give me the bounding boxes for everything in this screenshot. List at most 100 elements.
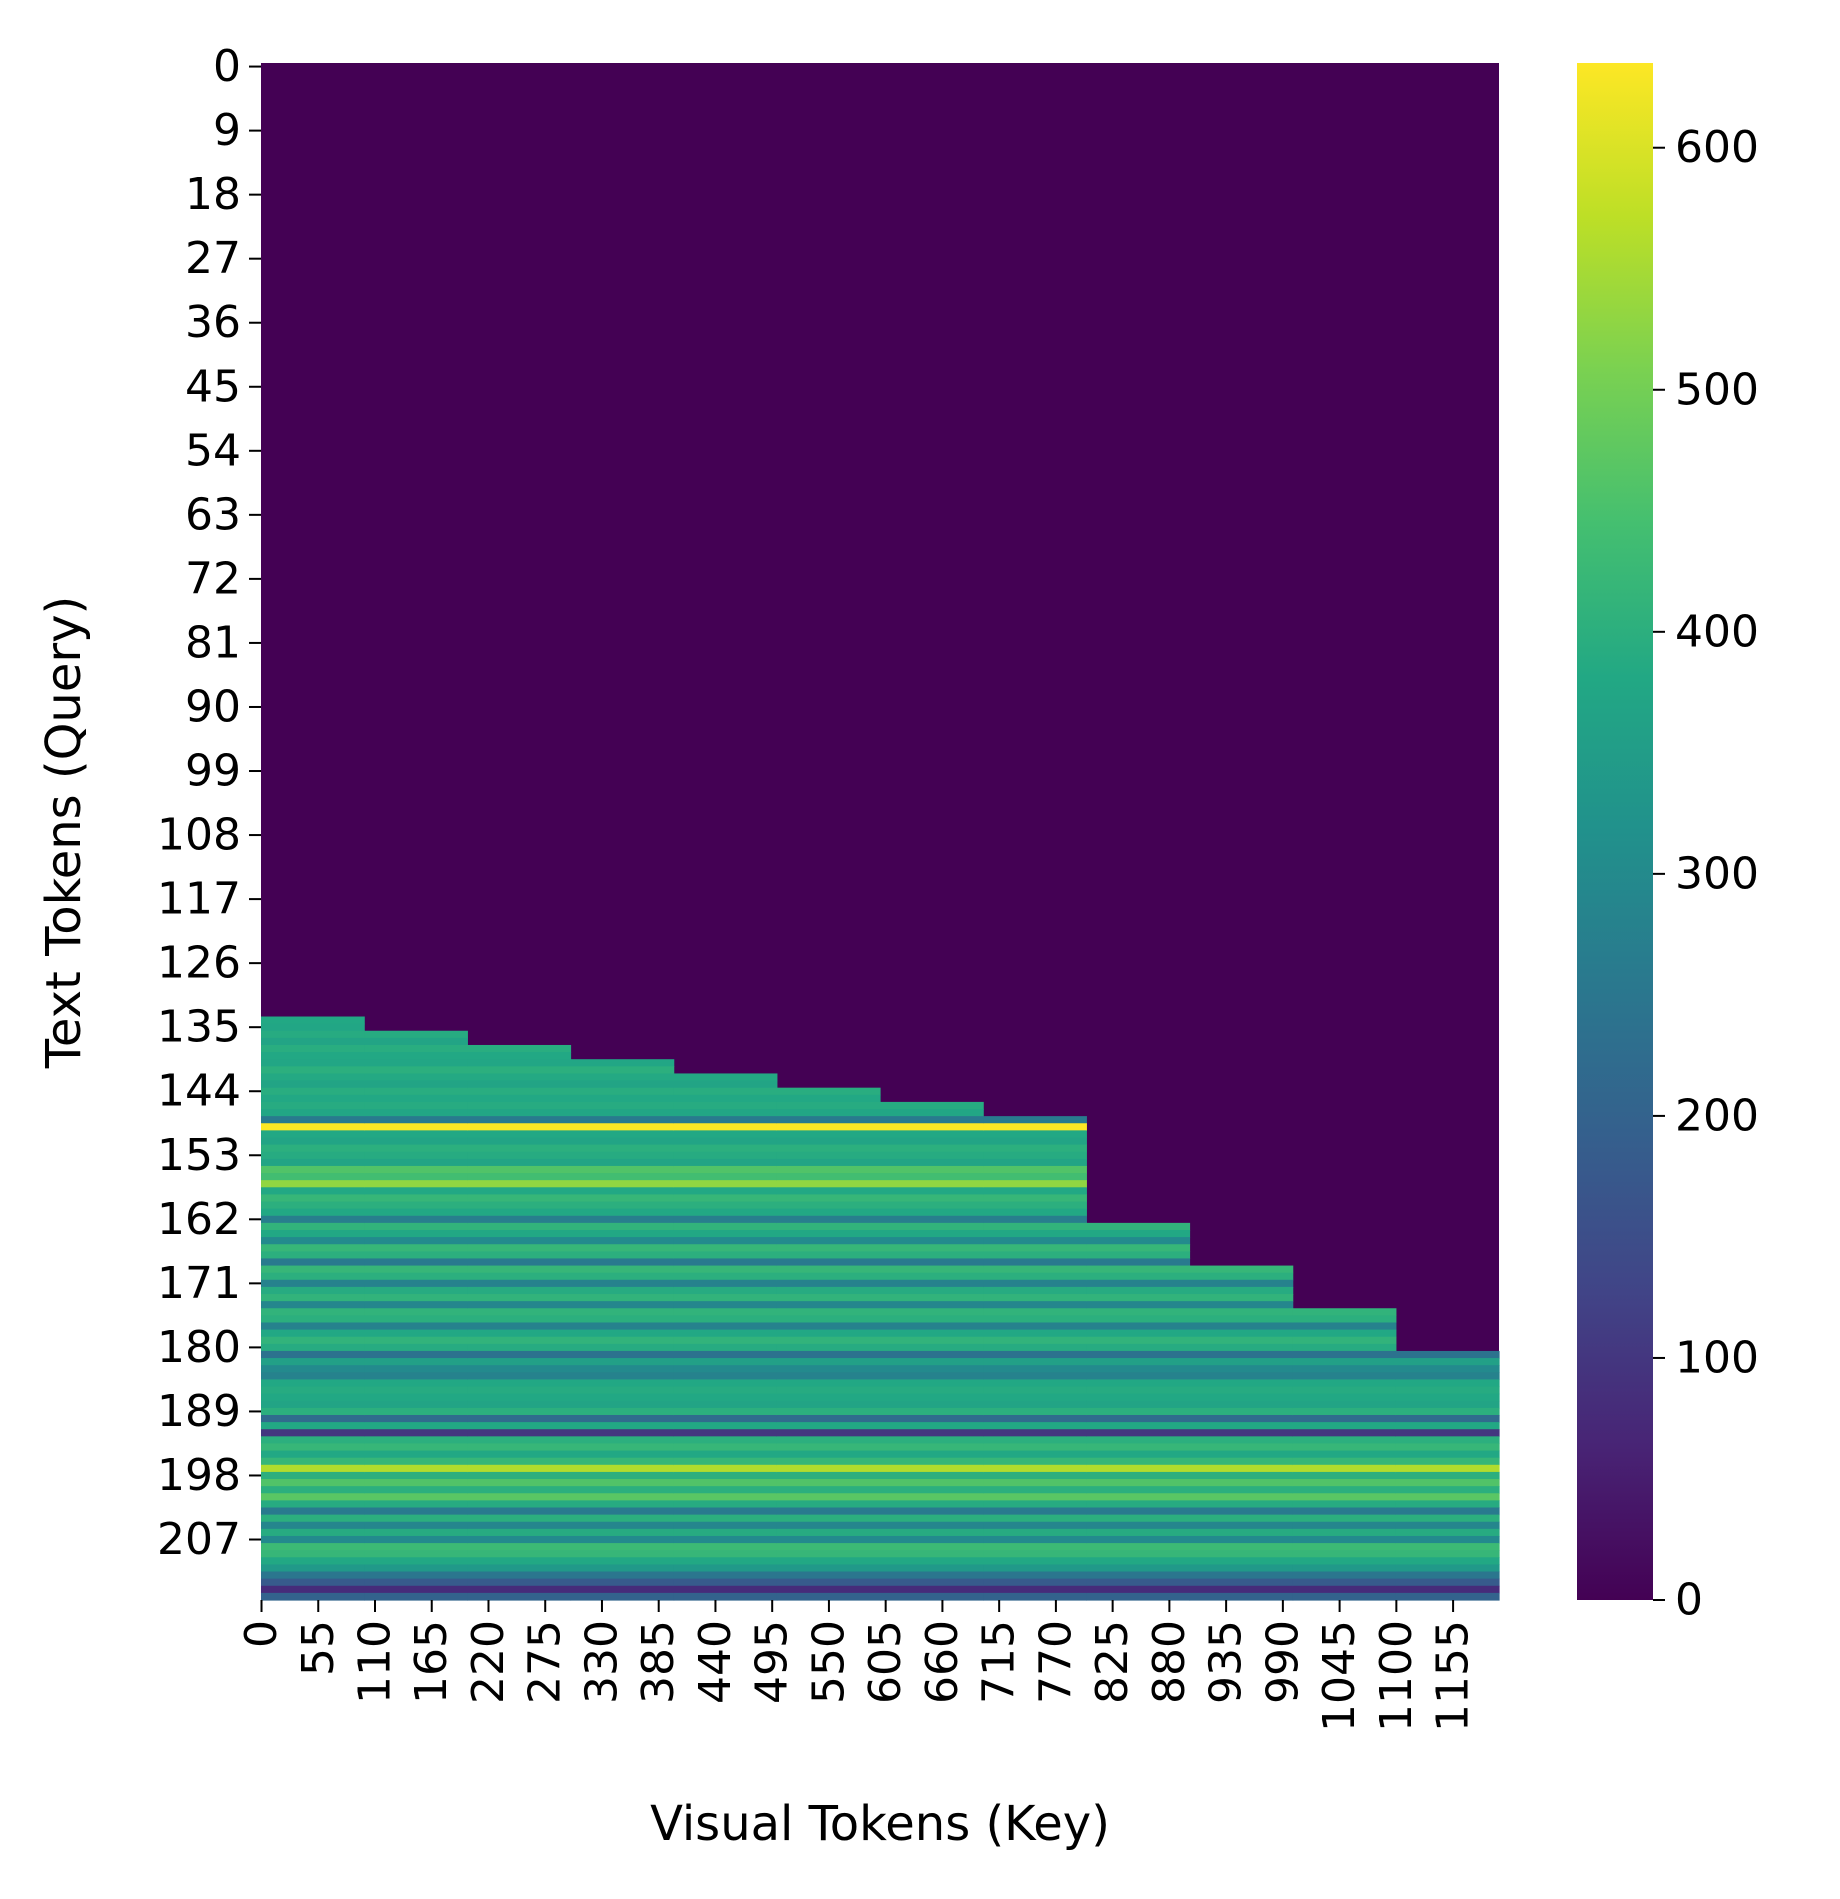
heatmap-cell [983,1308,1087,1316]
heatmap-cell [1292,1372,1397,1381]
heatmap-cell [570,1414,675,1423]
heatmap-cell [364,1343,468,1352]
heatmap-cell [261,1350,365,1359]
heatmap-cell [570,1116,675,1124]
heatmap-cell [673,1372,778,1381]
heatmap-cell [261,1564,365,1573]
heatmap-cell [1292,1486,1397,1494]
heatmap-cell [261,1151,365,1160]
heatmap-cell [364,1258,468,1267]
heatmap-cell [880,1400,984,1409]
heatmap-cell [1292,1393,1397,1402]
heatmap-cell [880,1137,984,1146]
heatmap-cell [673,1251,778,1260]
heatmap-cell [1086,1543,1191,1551]
heatmap-cell [880,1471,984,1480]
heatmap-cell [880,1592,984,1601]
heatmap-cell [1189,1407,1294,1416]
y-tick-label: 117 [157,874,241,925]
heatmap-cell [776,1094,881,1103]
heatmap-cell [1292,1578,1397,1587]
heatmap-cell [776,1528,881,1537]
heatmap-cell [1189,1486,1294,1494]
heatmap-cell [261,1229,365,1238]
heatmap-cell [364,1201,468,1210]
x-axis-label: Visual Tokens (Key) [650,1796,1110,1852]
heatmap-cell [1086,1557,1191,1566]
heatmap-cell [673,1222,778,1231]
heatmap-cell [1189,1557,1294,1566]
heatmap-cell [261,1208,365,1217]
heatmap-cell [673,1493,778,1501]
heatmap-cell [1292,1379,1397,1388]
heatmap-cell [261,1422,365,1430]
heatmap-cell [364,1464,468,1473]
heatmap-cell [776,1557,881,1566]
heatmap-cell [1395,1493,1500,1501]
heatmap-cell [983,1592,1087,1601]
heatmap-cell [364,1450,468,1459]
heatmap-cell [261,1016,365,1025]
heatmap-cell [467,1550,572,1558]
heatmap-cell [1086,1272,1191,1281]
heatmap-cell [1395,1486,1500,1494]
heatmap-cell [1189,1500,1294,1509]
heatmap-cell [467,1237,572,1245]
heatmap-cell [364,1578,468,1587]
heatmap-cell [1086,1294,1191,1302]
heatmap-cell [776,1578,881,1587]
heatmap-cell [364,1414,468,1423]
heatmap-cell [776,1379,881,1388]
heatmap-cell [776,1407,881,1416]
heatmap-cell [467,1165,572,1174]
heatmap-cell [1189,1322,1294,1331]
heatmap-cell [1086,1571,1191,1580]
heatmap-cell [1395,1557,1500,1566]
heatmap-cell [1395,1443,1500,1452]
heatmap-cell [983,1258,1087,1267]
heatmap-cell [1189,1521,1294,1530]
heatmap-cell [1395,1393,1500,1402]
heatmap-cell [467,1194,572,1203]
heatmap-cell [1086,1315,1191,1324]
heatmap-cell [1086,1393,1191,1402]
heatmap-cell [1395,1350,1500,1359]
heatmap-cell [880,1208,984,1217]
heatmap-cell [364,1379,468,1388]
heatmap-cell [1189,1294,1294,1302]
heatmap-cell [776,1286,881,1295]
heatmap-cell [261,1080,365,1089]
heatmap-cell [1086,1265,1191,1274]
heatmap-cell [776,1272,881,1281]
heatmap-cell [983,1429,1087,1437]
heatmap-cell [1189,1543,1294,1551]
heatmap-cell [364,1094,468,1103]
heatmap-cell [364,1479,468,1487]
heatmap-cell [673,1507,778,1516]
heatmap-cell [880,1543,984,1551]
heatmap-cell [1395,1507,1500,1516]
heatmap-cell [570,1422,675,1430]
heatmap-cell [776,1585,881,1594]
heatmap-cell [467,1578,572,1587]
heatmap-cell [1189,1301,1294,1309]
heatmap-cell [673,1258,778,1267]
heatmap-cell [570,1187,675,1196]
heatmap-cell [673,1393,778,1402]
heatmap-cell [467,1265,572,1274]
heatmap-cell [467,1080,572,1089]
heatmap-cell [1086,1279,1191,1288]
heatmap-cell [983,1116,1087,1124]
heatmap-cell [880,1237,984,1245]
x-tick-label: 550 [803,1620,854,1704]
heatmap-cell [364,1514,468,1523]
heatmap-cell [261,1044,365,1053]
heatmap-cell [570,1301,675,1309]
heatmap-cell [467,1286,572,1295]
heatmap-cell [570,1137,675,1146]
heatmap-cell [983,1137,1087,1146]
heatmap-cell [570,1329,675,1338]
heatmap-cell [467,1201,572,1210]
y-tick-label: 72 [185,553,241,604]
heatmap-cell [364,1365,468,1373]
